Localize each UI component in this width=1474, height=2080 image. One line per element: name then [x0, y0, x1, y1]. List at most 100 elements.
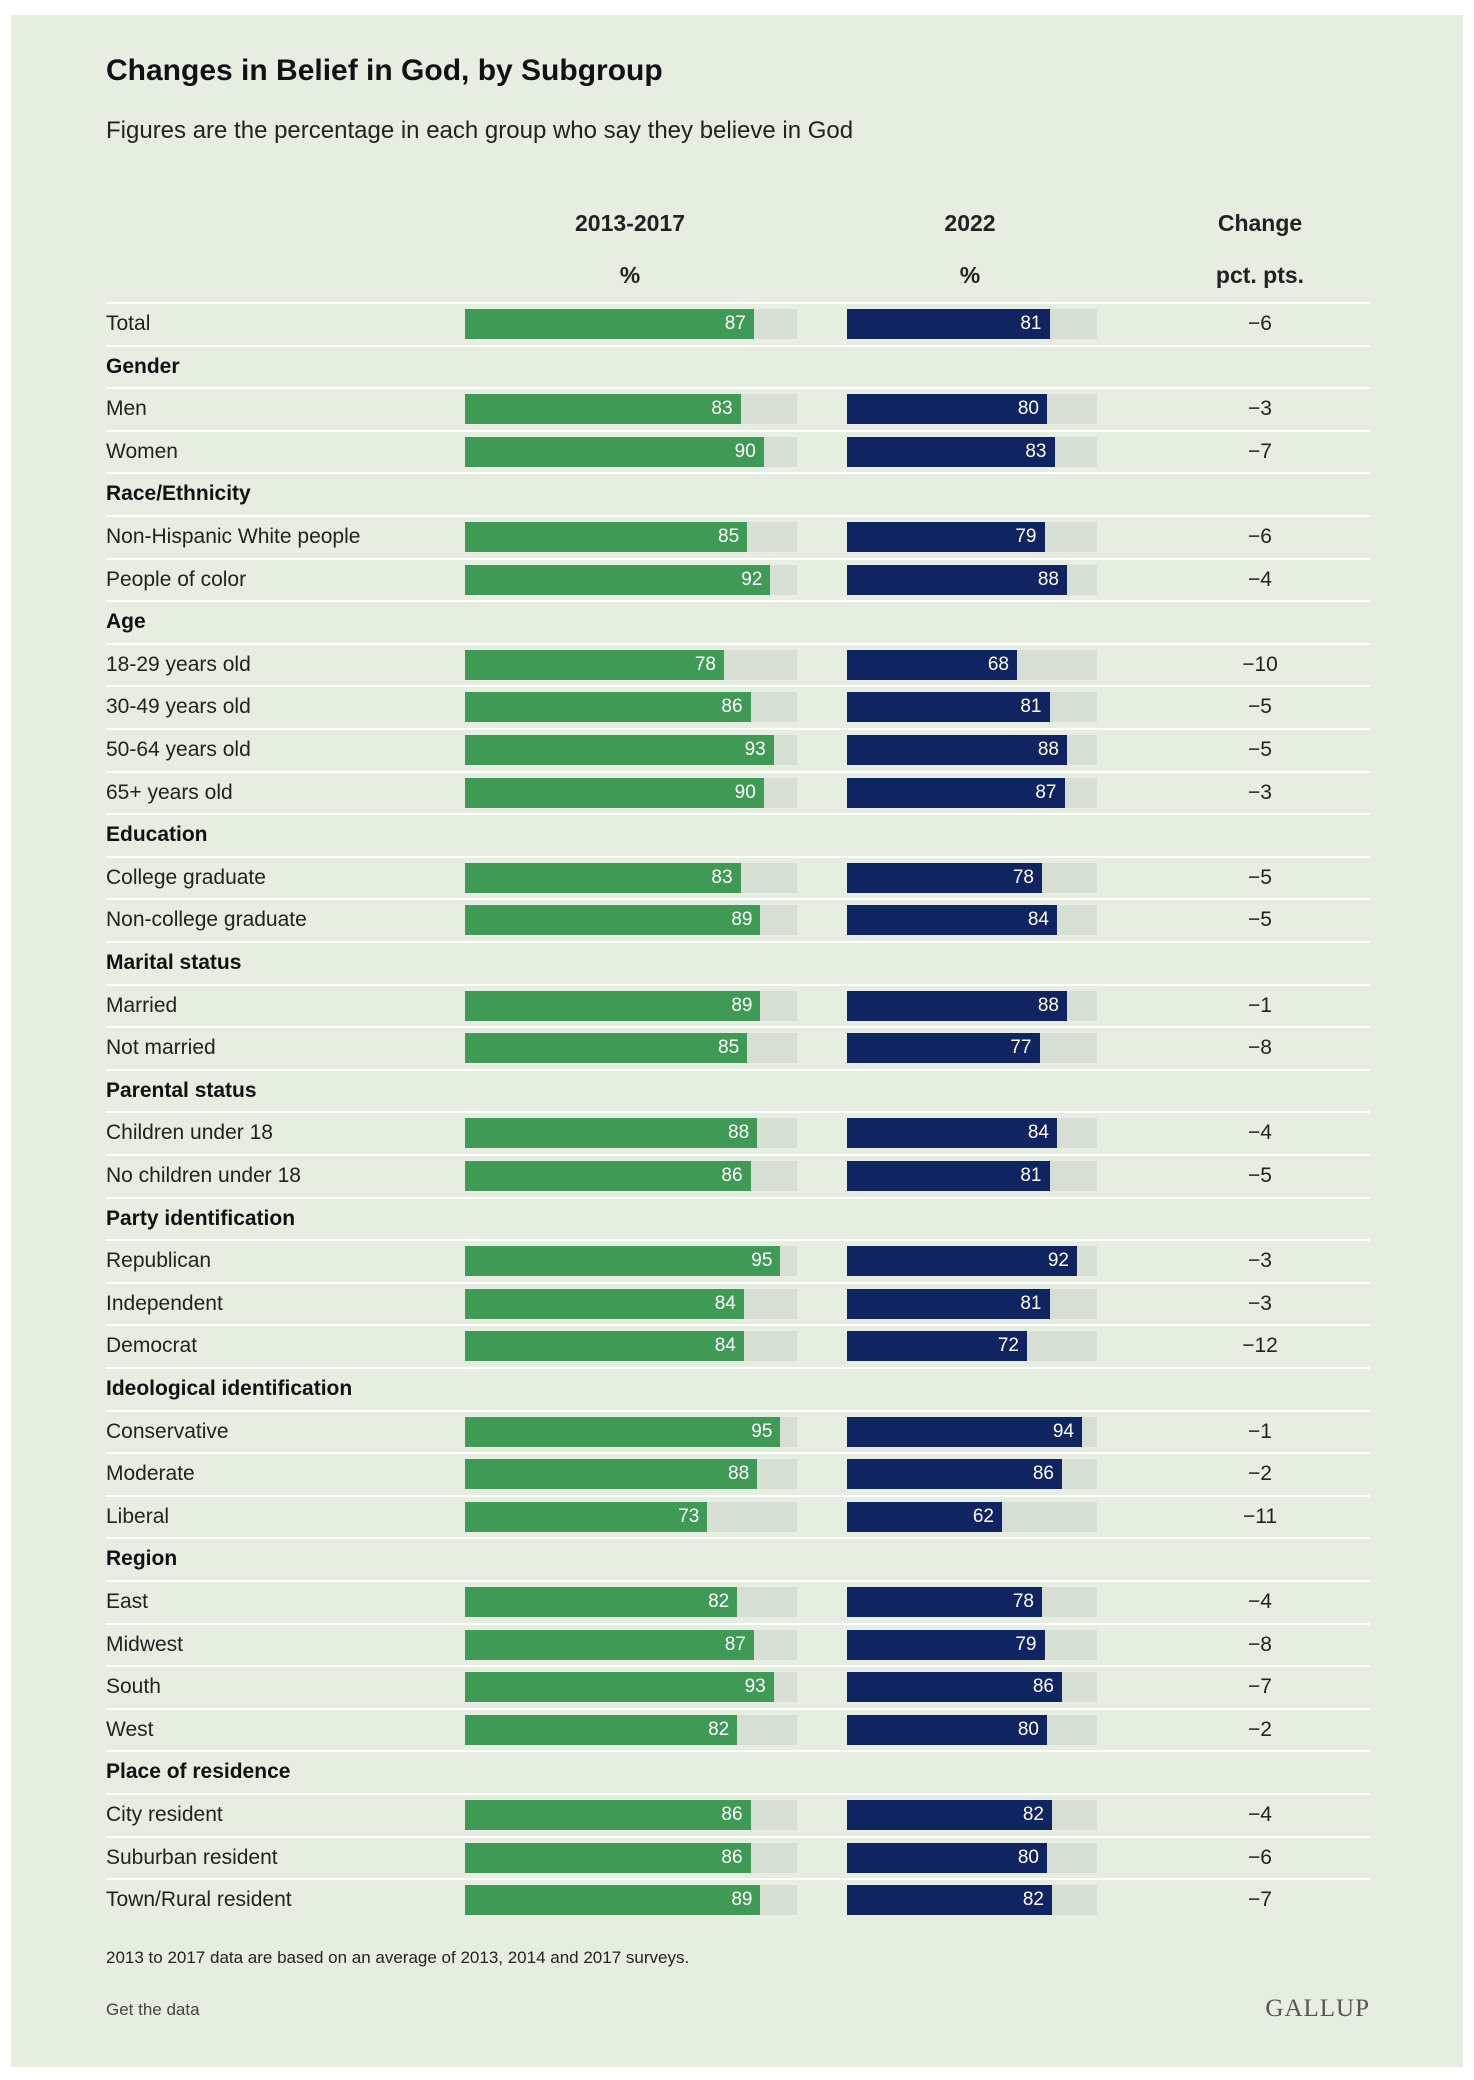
- change-value: −1: [1248, 993, 1272, 1017]
- bar-value-label: 86: [721, 696, 743, 718]
- change-value: −4: [1248, 567, 1272, 591]
- bar-2013-2017: 86: [465, 692, 751, 723]
- bar-value-label: 79: [1015, 526, 1037, 547]
- bar-track-2022: 81: [847, 692, 1097, 723]
- bar-track-2022: 92: [847, 1246, 1097, 1277]
- bar-2022: 86: [847, 1459, 1062, 1490]
- row-divider: [106, 1537, 1370, 1540]
- bar-track-2013-2017: 85: [465, 522, 797, 552]
- row-label: Non-Hispanic White people: [106, 525, 361, 548]
- bar-2022: 84: [847, 1118, 1057, 1149]
- bar-2022: 87: [847, 777, 1065, 808]
- bar-track-2013-2017: 93: [465, 735, 797, 765]
- bar-track-2013-2017: 86: [465, 1161, 797, 1191]
- get-data-link[interactable]: Get the data: [106, 2000, 200, 2019]
- row-divider: [106, 1111, 1370, 1114]
- bar-track-2022: 78: [847, 1587, 1097, 1617]
- bar-value-label: 90: [734, 440, 756, 462]
- row-label: Democrat: [106, 1334, 198, 1358]
- bar-track-2022: 88: [847, 990, 1097, 1021]
- row-label: Suburban resident: [106, 1845, 278, 1869]
- bar-2013-2017: 86: [465, 1800, 751, 1830]
- bar-value-label: 88: [1037, 568, 1059, 590]
- bar-value-label: 78: [1012, 866, 1034, 888]
- change-value: −3: [1248, 780, 1272, 804]
- row-divider: [106, 898, 1370, 901]
- bar-2013-2017: 89: [465, 1885, 761, 1916]
- bar-value-label: 93: [744, 1676, 766, 1698]
- bar-track-2013-2017: 85: [465, 1033, 797, 1064]
- bar-track-2013-2017: 88: [465, 1118, 797, 1149]
- bar-value-label: 94: [1052, 1420, 1074, 1442]
- row-label: West: [106, 1717, 154, 1741]
- bar-track-2022: 87: [847, 777, 1097, 808]
- bar-2013-2017: 73: [465, 1501, 708, 1532]
- bar-track-2013-2017: 90: [465, 777, 797, 808]
- bar-track-2013-2017: 83: [465, 862, 797, 893]
- bar-2022: 81: [847, 309, 1050, 339]
- bar-value-label: 81: [1020, 1292, 1042, 1314]
- row-divider: [106, 1878, 1370, 1881]
- bar-track-2022: 80: [847, 1714, 1097, 1745]
- row-label: Non-college graduate: [106, 908, 307, 932]
- row-divider: [106, 1707, 1370, 1710]
- change-value: −10: [1242, 652, 1278, 676]
- bar-value-label: 90: [734, 781, 756, 803]
- row-divider: [106, 855, 1370, 858]
- bar-track-2022: 81: [847, 1288, 1097, 1319]
- bar-2013-2017: 92: [465, 564, 771, 595]
- col-unit-2022: %: [959, 262, 981, 288]
- bar-2022: 72: [847, 1331, 1027, 1362]
- bar-2013-2017: 86: [465, 1842, 751, 1873]
- bar-value-label: 84: [714, 1292, 736, 1314]
- bar-value-label: 81: [1020, 1165, 1042, 1186]
- row-label: Liberal: [106, 1504, 170, 1528]
- bar-value-label: 84: [714, 1335, 736, 1357]
- bar-value-label: 77: [1010, 1037, 1032, 1059]
- row-divider: [106, 642, 1370, 645]
- bar-track-2022: 82: [847, 1800, 1097, 1830]
- row-divider: [106, 770, 1370, 773]
- bar-track-2022: 80: [847, 1842, 1097, 1873]
- bar-value-label: 89: [731, 994, 753, 1016]
- bar-value-label: 86: [721, 1804, 743, 1825]
- change-value: −12: [1242, 1334, 1278, 1358]
- row-divider: [106, 1835, 1370, 1838]
- bar-value-label: 86: [1032, 1463, 1054, 1485]
- row-label: Republican: [106, 1249, 212, 1273]
- bar-value-label: 88: [1037, 739, 1059, 760]
- bar-2022: 78: [847, 1587, 1042, 1617]
- bar-value-label: 82: [708, 1718, 730, 1740]
- row-label: No children under 18: [106, 1164, 301, 1187]
- change-value: −6: [1248, 312, 1272, 335]
- bar-track-2013-2017: 93: [465, 1672, 797, 1703]
- group-heading: Parental status: [106, 1078, 257, 1102]
- change-value: −7: [1248, 1888, 1272, 1912]
- group-heading: Marital status: [106, 951, 242, 974]
- change-value: −7: [1248, 1675, 1272, 1699]
- bar-2022: 82: [847, 1800, 1052, 1830]
- change-value: −5: [1248, 865, 1272, 889]
- bar-track-2022: 82: [847, 1885, 1097, 1916]
- bar-track-2013-2017: 84: [465, 1331, 797, 1362]
- bar-value-label: 82: [708, 1591, 730, 1612]
- bar-value-label: 92: [741, 568, 763, 590]
- bar-track-2022: 86: [847, 1459, 1097, 1490]
- bar-value-label: 85: [718, 1037, 740, 1059]
- change-value: −5: [1248, 695, 1272, 719]
- change-value: −11: [1242, 1504, 1278, 1528]
- bar-2013-2017: 88: [465, 1459, 758, 1490]
- bar-track-2013-2017: 83: [465, 394, 797, 425]
- bar-value-label: 83: [711, 398, 733, 420]
- bar-track-2013-2017: 95: [465, 1416, 797, 1447]
- group-heading: Race/Ethnicity: [106, 482, 251, 506]
- row-divider: [106, 1324, 1370, 1327]
- chart-title: Changes in Belief in God, by Subgroup: [106, 54, 663, 87]
- row-label: City resident: [106, 1803, 223, 1826]
- bar-value-label: 80: [1017, 1846, 1039, 1868]
- bar-track-2013-2017: 89: [465, 1885, 797, 1916]
- bar-track-2022: 83: [847, 436, 1097, 467]
- change-value: −7: [1248, 439, 1272, 463]
- bar-value-label: 95: [751, 1250, 773, 1272]
- row-divider: [106, 1068, 1370, 1071]
